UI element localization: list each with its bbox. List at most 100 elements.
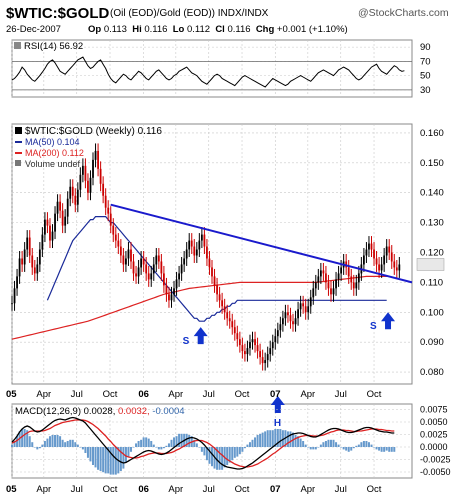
price-xtick-label: 07 <box>270 389 281 400</box>
macd-histogram-bar <box>41 444 44 447</box>
macd-histogram-bar <box>104 447 107 474</box>
macd-histogram-bar <box>248 442 251 447</box>
macd-xtick-label: 07 <box>270 484 281 495</box>
macd-xtick-label: Jul <box>71 484 83 495</box>
macd-histogram-bar <box>211 447 213 467</box>
head-label: H <box>274 418 281 429</box>
price-candle-body <box>385 246 388 256</box>
price-candle-body <box>271 342 274 349</box>
quote-hi-key: Hi <box>132 24 145 35</box>
price-candle-body <box>223 306 226 313</box>
price-candle-body <box>173 288 175 295</box>
macd-histogram-bar <box>61 439 64 447</box>
macd-histogram-bar <box>79 447 82 448</box>
last-price-marker <box>416 258 445 271</box>
macd-xtick-label: 06 <box>138 484 149 495</box>
macd-histogram-bar <box>46 438 49 447</box>
price-candle-body <box>208 258 211 268</box>
price-candle-body <box>390 252 393 262</box>
macd-xtick-label: Oct <box>367 484 382 495</box>
macd-histogram-bar <box>64 442 67 447</box>
macd-histogram-bar <box>357 444 360 447</box>
price-candle-body <box>292 321 294 325</box>
macd-histogram-bar <box>114 447 117 475</box>
macd-histogram-bar <box>11 444 13 447</box>
price-candle-body <box>309 297 312 307</box>
macd-histogram-bar <box>132 447 135 448</box>
price-candle-body <box>180 264 183 274</box>
price-candle-body <box>84 165 87 181</box>
price-candle-body <box>13 288 16 304</box>
macd-histogram-bar <box>367 442 370 447</box>
pattern-annotation-1: S <box>183 327 208 347</box>
price-candle-body <box>99 168 102 184</box>
macd-histogram-bar <box>365 441 368 447</box>
price-candle-body <box>319 270 322 277</box>
price-candle-body <box>365 249 368 256</box>
macd-histogram-bar <box>38 447 41 449</box>
price-candle-body <box>76 189 79 205</box>
quote-lo-value: 0.112 <box>186 24 216 35</box>
macd-histogram-bar <box>276 429 279 447</box>
macd-histogram-bar <box>259 433 262 447</box>
price-candle-body <box>244 351 246 355</box>
macd-histogram-bar <box>340 447 343 448</box>
price-candle-body <box>190 240 193 247</box>
price-candle-body <box>87 180 89 193</box>
macd-histogram-bar <box>352 447 355 449</box>
price-xtick-label: Oct <box>367 389 382 400</box>
price-candle-body <box>162 273 165 286</box>
price-candle-body <box>269 348 272 355</box>
price-candle-body <box>79 174 82 190</box>
shoulder-arrow <box>381 312 396 330</box>
price-ytick-label: 0.100 <box>420 307 444 318</box>
macd-histogram-bar <box>350 447 353 451</box>
price-candle-body <box>233 327 236 334</box>
price-legend-swatch <box>15 127 22 134</box>
quote-chg-key: Chg <box>255 24 277 35</box>
macd-histogram-bar <box>342 447 345 450</box>
price-candle-body <box>368 243 370 250</box>
macd-histogram-bar <box>289 431 292 447</box>
macd-histogram-bar <box>140 439 143 447</box>
macd-ytick-label: 0.0075 <box>420 405 448 415</box>
price-candle-body <box>114 234 117 241</box>
macd-histogram-bar <box>208 447 211 464</box>
price-candle-body <box>226 312 229 319</box>
stockcharts-logo: @StockCharts.com <box>358 7 449 19</box>
price-candle-body <box>241 345 244 352</box>
price-candle-body <box>221 300 224 307</box>
macd-label: MACD(12,26,9) 0.0028, 0.0032, -0.0004 <box>15 406 185 417</box>
macd-histogram-bar <box>251 439 254 447</box>
macd-histogram-bar <box>127 447 130 457</box>
macd-histogram-bar <box>314 447 317 450</box>
price-candle-body <box>142 258 145 265</box>
macd-histogram-bar <box>254 437 257 447</box>
price-candle-body <box>56 201 59 214</box>
price-candle-body <box>294 318 297 325</box>
price-candle-body <box>21 258 24 265</box>
macd-histogram-bar <box>297 436 300 447</box>
price-candle-body <box>279 324 282 331</box>
price-candle-body <box>44 219 46 235</box>
price-candle-body <box>332 288 335 295</box>
quote-cl-key: Cl <box>215 24 228 35</box>
price-candle-body <box>325 273 327 283</box>
price-candle-body <box>71 186 74 196</box>
macd-xtick-label: Oct <box>103 484 118 495</box>
macd-histogram-bar <box>200 447 203 452</box>
macd-histogram-bar <box>160 447 163 450</box>
price-candle-body <box>259 351 262 358</box>
macd-ytick-label: -0.0025 <box>420 455 451 465</box>
price-candle-body <box>307 306 310 313</box>
macd-histogram-bar <box>94 447 97 468</box>
chart-symbol: $WTIC:$GOLD <box>6 5 110 22</box>
price-candle-body <box>299 303 302 310</box>
macd-histogram-bar <box>170 439 173 447</box>
quote-line: Op 0.113 Hi 0.116 Lo 0.112 Cl 0.116 Chg … <box>88 25 348 35</box>
macd-histogram-bar <box>119 447 122 471</box>
price-candle-body <box>97 150 99 169</box>
price-candle-body <box>302 303 305 307</box>
